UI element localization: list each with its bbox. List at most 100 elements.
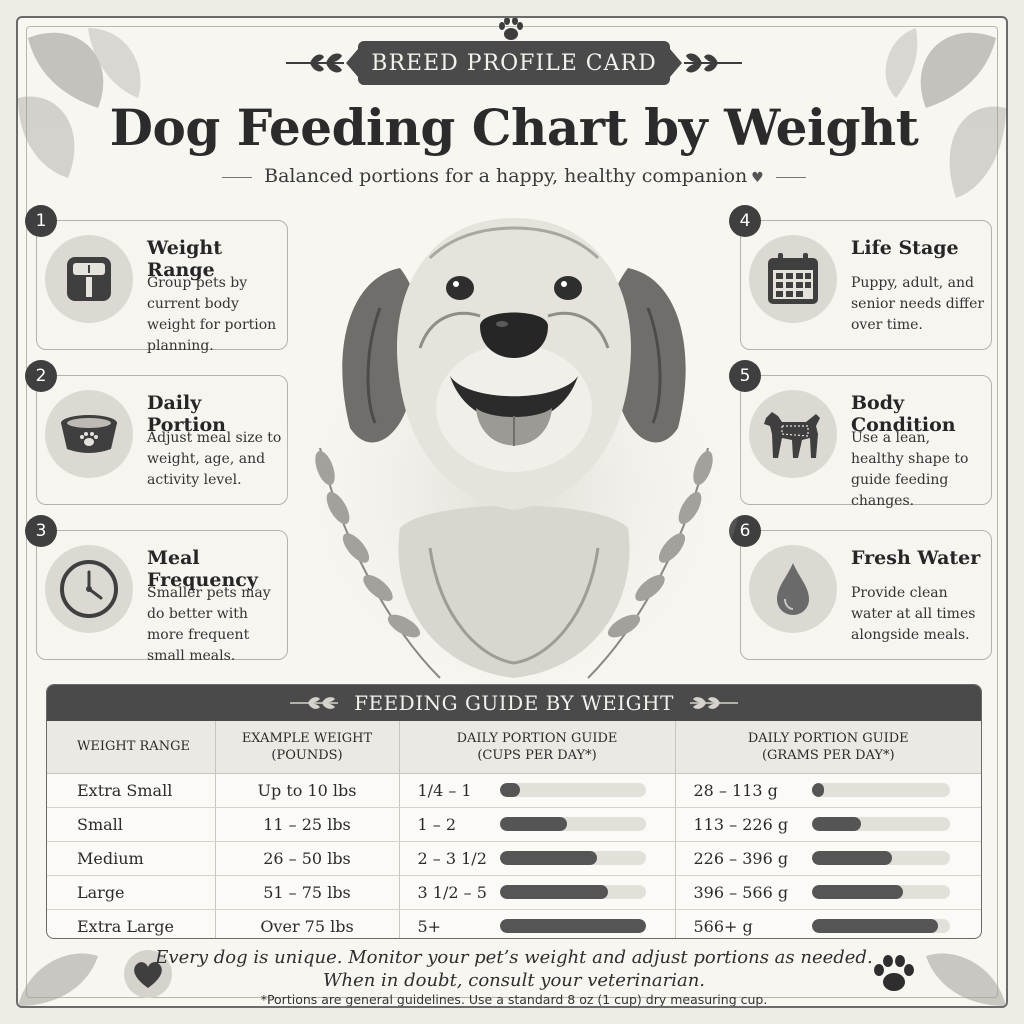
cups-value: 1/4 – 1 (417, 780, 472, 800)
feature-description: Smaller pets may do better with more fre… (147, 585, 271, 664)
col-header-grams: DAILY PORTION GUIDE (GRAMS PER DAY*) (675, 721, 981, 774)
grams-bar-fill (811, 783, 824, 797)
cell-example-weight: 11 – 25 lbs (215, 807, 400, 842)
table-row: Small 11 – 25 lbs 1 – 2 113 – 226 g (47, 807, 981, 842)
feature-description: Adjust meal size to weight, age, and act… (147, 430, 282, 488)
table-header-bar: FEEDING GUIDE BY WEIGHT (47, 685, 981, 721)
paw-icon (499, 18, 523, 40)
step-number: 1 (25, 205, 57, 237)
feature-title: Fresh Water (851, 547, 981, 569)
feature-description: Puppy, adult, and senior needs differ ov… (851, 275, 985, 333)
feeding-guide-table: FEEDING GUIDE BY WEIGHT WEIGHT RANGE EXA… (46, 684, 982, 939)
cell-example-weight: 26 – 50 lbs (215, 841, 400, 876)
feature-title: Daily Portion (147, 392, 226, 436)
grams-bar-track (811, 783, 950, 797)
cell-grams: 113 – 226 g (675, 807, 981, 842)
dog-portrait-illustration (284, 218, 744, 688)
cups-bar-track (499, 851, 646, 865)
cups-bar-track (499, 783, 646, 797)
cell-cups: 2 – 3 1/2 (399, 841, 676, 876)
step-number: 4 (729, 205, 761, 237)
cell-grams: 28 – 113 g (675, 773, 981, 808)
table-row: Large 51 – 75 lbs 3 1/2 – 5 396 – 566 g (47, 875, 981, 910)
subtitle: Balanced portions for a happy, healthy c… (18, 165, 1006, 187)
footer-message: Every dog is unique. Monitor your pet’s … (18, 946, 1006, 992)
leaf-decoration-icon (18, 28, 141, 178)
footer-line-2: When in doubt, consult your veterinarian… (322, 970, 706, 991)
header-line: DAILY PORTION GUIDE (747, 730, 909, 746)
dash-divider (222, 176, 253, 178)
paw-icon (874, 955, 914, 991)
feeding-table: WEIGHT RANGE EXAMPLE WEIGHT (POUNDS) DAIL… (47, 721, 981, 938)
cell-example-weight: Over 75 lbs (215, 909, 400, 938)
table-title: FEEDING GUIDE BY WEIGHT (354, 691, 674, 715)
cell-weight-range: Large (47, 875, 216, 910)
cell-cups: 1 – 2 (399, 807, 676, 842)
table-row: Medium 26 – 50 lbs 2 – 3 1/2 226 – 396 g (47, 841, 981, 876)
cups-bar-fill (499, 783, 520, 797)
feature-card-fresh-water: 6 Fresh Water Provide clean water at all… (729, 515, 992, 660)
grams-bar-fill (811, 851, 892, 865)
cell-cups: 5+ (399, 909, 676, 938)
cell-weight-range: Medium (47, 841, 216, 876)
feature-card-daily-portion: 2 Daily Portion Adjust meal size to weig… (25, 360, 288, 505)
grams-bar-track (811, 885, 950, 899)
grams-bar-fill (811, 885, 903, 899)
col-header-cups: DAILY PORTION GUIDE (CUPS PER DAY*) (399, 721, 676, 774)
cups-value: 5+ (417, 916, 442, 936)
grams-bar-track (811, 919, 950, 934)
footer-line-1: Every dog is unique. Monitor your pet’s … (155, 947, 873, 968)
grams-bar-track (811, 817, 950, 831)
leaf-decoration-icon (18, 953, 98, 1006)
dash-divider (775, 176, 806, 178)
cups-bar-track (499, 919, 646, 934)
feature-card-life-stage: 4 Life Stage Puppy, adult, and senior ne… (729, 205, 992, 350)
feature-description: Use a lean, healthy shape to guide feedi… (851, 430, 969, 509)
table-row: Extra Small Up to 10 lbs 1/4 – 1 28 – 113 g (47, 773, 981, 808)
header-line: (GRAMS PER DAY*) (761, 747, 895, 763)
step-number: 5 (729, 360, 761, 392)
cell-cups: 1/4 – 1 (399, 773, 676, 808)
cups-bar-fill (499, 851, 598, 865)
cell-grams: 396 – 566 g (675, 875, 981, 910)
right-sprig-icon (684, 53, 742, 73)
cell-cups: 3 1/2 – 5 (399, 875, 676, 910)
right-sprig-icon (689, 697, 738, 709)
cups-value: 2 – 3 1/2 (417, 848, 487, 868)
cups-bar-track (499, 817, 646, 831)
grams-bar-track (811, 851, 950, 865)
cups-bar-fill (499, 919, 646, 934)
cell-grams: 566+ g (675, 909, 981, 938)
banner-title: BREED PROFILE CARD (346, 41, 682, 85)
feature-card-body-condition: 5 Body Condition Use a lean, healthy sha… (729, 360, 992, 509)
grams-bar-fill (811, 919, 939, 934)
feature-card-weight-range: 1 Weight Range Group pets by current bod… (25, 205, 288, 354)
dog-silhouette-icon (764, 412, 820, 458)
breed-profile-card: BREED PROFILE CARD Dog Feeding Chart by … (16, 16, 1008, 1008)
cell-grams: 226 – 396 g (675, 841, 981, 876)
scale-icon (67, 257, 111, 301)
table-header-row: WEIGHT RANGE EXAMPLE WEIGHT (POUNDS) DAIL… (47, 721, 981, 774)
cups-bar-track (499, 885, 646, 899)
page-title: Dog Feeding Chart by Weight (109, 98, 919, 157)
table-row: Extra Large Over 75 lbs 5+ 566+ g (47, 909, 981, 938)
cell-weight-range: Extra Large (47, 909, 216, 938)
left-sprig-icon (286, 53, 344, 73)
grams-value: 566+ g (693, 916, 753, 936)
feature-card-meal-frequency: 3 Meal Frequency Smaller pets may do bet… (25, 515, 288, 664)
leaf-decoration-icon (885, 28, 1006, 198)
left-sprig-icon (290, 697, 339, 709)
header-line: EXAMPLE WEIGHT (241, 730, 373, 746)
feature-title: Life Stage (851, 237, 959, 259)
cups-bar-fill (499, 885, 608, 899)
step-number: 3 (25, 515, 57, 547)
header-line: DAILY PORTION GUIDE (456, 730, 618, 746)
grams-value: 28 – 113 g (693, 780, 778, 800)
cell-example-weight: Up to 10 lbs (215, 773, 400, 808)
feature-description: Group pets by current body weight for po… (147, 275, 277, 354)
cell-weight-range: Extra Small (47, 773, 216, 808)
clock-icon (60, 560, 118, 618)
cups-value: 1 – 2 (417, 814, 457, 834)
grams-value: 396 – 566 g (693, 882, 789, 902)
cups-bar-fill (499, 817, 567, 831)
